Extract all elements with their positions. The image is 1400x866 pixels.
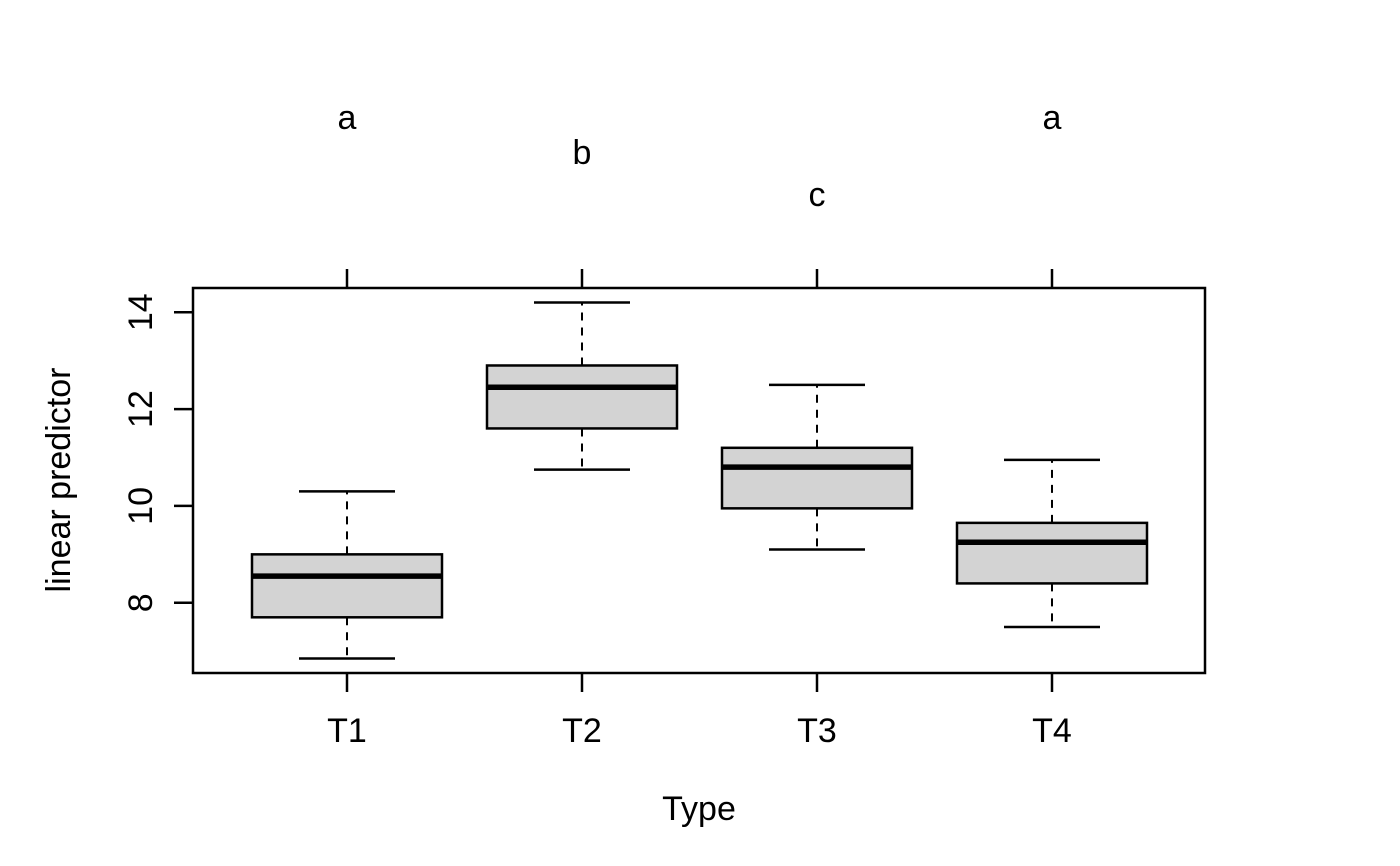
y-tick-label-14: 14: [122, 293, 160, 331]
x-tick-label-T1: T1: [327, 712, 367, 750]
y-tick-label-12: 12: [122, 390, 160, 428]
x-tick-label-T4: T4: [1032, 712, 1072, 750]
box-T2: [485, 364, 679, 430]
group-letter-T2: b: [573, 134, 592, 172]
x-tick-label-T3: T3: [797, 712, 837, 750]
group-letter-T1: a: [338, 99, 357, 137]
box-T1: [250, 553, 444, 619]
box-T3: [720, 446, 914, 510]
x-axis-title: Type: [662, 790, 736, 828]
x-tick-label-T2: T2: [562, 712, 602, 750]
y-axis-title: linear predictor: [40, 368, 78, 593]
y-tick-label-8: 8: [122, 593, 160, 612]
plot-frame: [191, 286, 1207, 675]
group-letter-T4: a: [1043, 99, 1062, 137]
group-letter-T3: c: [809, 176, 826, 214]
box-T4: [955, 521, 1149, 585]
y-tick-label-10: 10: [122, 487, 160, 525]
chart-elements: 8 10 12 14 T1 a T2 b T3 c T4 a: [122, 99, 1149, 750]
